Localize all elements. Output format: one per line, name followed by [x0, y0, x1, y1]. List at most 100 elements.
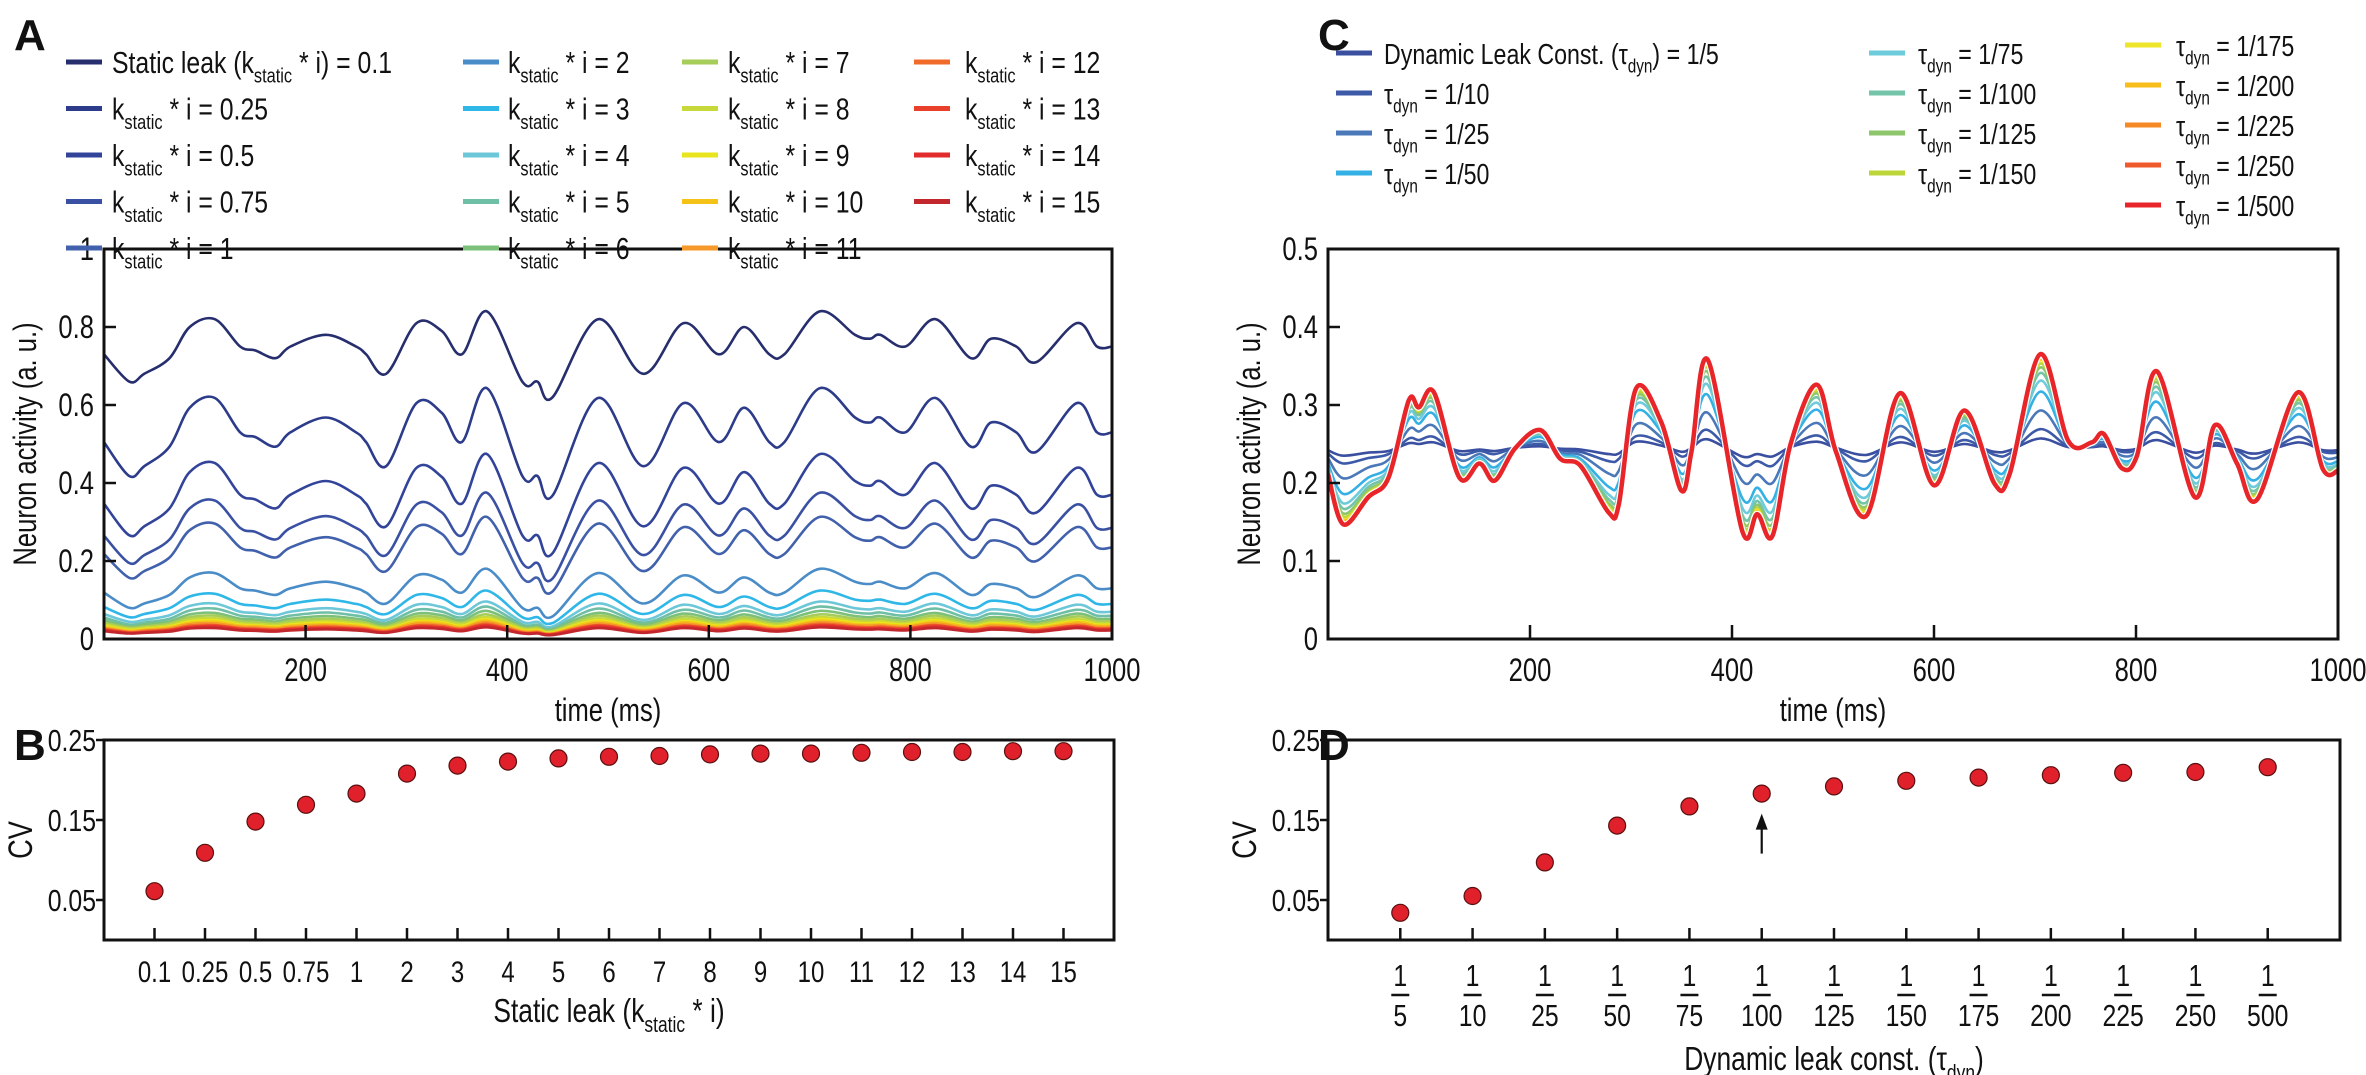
series-line-2	[104, 452, 1112, 558]
chart-d-dynamic-leak-cv: 0.050.150.251511012515017511001125115011…	[1225, 723, 2342, 1075]
label-main: k	[728, 92, 741, 126]
legend-item: kstatic * i = 3	[463, 92, 630, 133]
series-lines	[1328, 350, 2338, 543]
label-main: k	[508, 185, 521, 219]
label-rest: )	[1975, 1041, 1984, 1075]
legend-item: Dynamic Leak Const. (τdyn) = 1/5	[1336, 37, 1719, 77]
legend-label: kstatic * i = 0.25	[112, 92, 268, 133]
label-rest: * i = 14	[1016, 138, 1101, 172]
x-tick-label: 600	[1913, 653, 1956, 688]
legend-label: τdyn = 1/25	[1384, 117, 1489, 157]
x-tick-numerator: 1	[1466, 958, 1480, 992]
x-tick-label: 3	[451, 954, 464, 988]
label-rest: * i = 0.5	[163, 138, 255, 172]
series-line-7	[104, 600, 1112, 629]
label-rest: * i = 10	[779, 185, 864, 219]
label-main: τ	[2176, 189, 2186, 222]
legend-item: kstatic * i = 8	[682, 92, 850, 133]
label-subscript: static	[740, 157, 778, 180]
x-tick-label: 5	[552, 954, 565, 988]
x-tick-label: 200	[284, 653, 327, 688]
label-subscript: dyn	[2185, 167, 2210, 189]
series-line-12	[1328, 352, 2338, 542]
legend-label: kstatic * i = 4	[508, 138, 630, 179]
panel-label-d: D	[1318, 721, 1350, 770]
x-tick-denominator: 200	[2030, 998, 2071, 1032]
label-rest: = 1/10	[1418, 77, 1490, 110]
y-tick-label: 0.25	[48, 723, 96, 757]
x-tick-numerator: 1	[2044, 958, 2058, 992]
y-tick-label: 0.6	[58, 388, 94, 423]
data-point	[700, 745, 720, 764]
label-rest: * i = 4	[559, 138, 630, 172]
x-tick-denominator: 75	[1676, 998, 1704, 1032]
label-rest: * i = 9	[779, 138, 850, 172]
label-subscript: dyn	[1927, 55, 1952, 77]
chart-c-dynamic-leak-activity: 200 400 600 800 1000 0 0.1 0.2 0.3 0.4 0.5 time (ms…	[1232, 29, 2366, 728]
legend-item: kstatic * i = 14	[914, 138, 1101, 180]
label-rest: * i = 5	[559, 185, 630, 219]
label-subscript: static	[520, 157, 558, 180]
label-subscript: static	[124, 250, 162, 273]
x-tick-label: 0.5	[239, 954, 272, 988]
label-subscript: static	[644, 1013, 685, 1037]
y-tick-label: 0	[80, 622, 94, 657]
data-point	[195, 843, 215, 862]
legend-item: kstatic * i = 0.75	[66, 185, 268, 226]
x-tick-label: 1000	[1084, 653, 1141, 688]
legend-label: kstatic * i = 13	[965, 92, 1100, 133]
y-tick-label: 0.4	[1282, 310, 1318, 345]
label-subscript: static	[740, 203, 778, 226]
label-main: Static leak (k	[493, 993, 644, 1029]
label-rest: * i = 12	[1016, 45, 1101, 79]
legend-label: τdyn = 1/125	[1918, 117, 2036, 157]
x-tick-label: 6	[602, 954, 615, 988]
label-main: k	[508, 138, 521, 172]
legend-item: τdyn = 1/175	[2125, 29, 2294, 69]
y-tick-label: 0	[1304, 622, 1318, 657]
label-main: k	[728, 231, 741, 265]
label-rest: = 1/175	[2210, 29, 2294, 62]
label-rest: * i = 3	[559, 92, 630, 126]
x-tick-label: 2	[400, 954, 413, 988]
label-subscript: dyn	[1927, 175, 1952, 197]
label-subscript: dyn	[2185, 127, 2210, 149]
series-line-1	[104, 386, 1112, 500]
y-tick-label: 0.5	[1282, 232, 1318, 267]
label-main: Dynamic leak const. (τ	[1684, 1041, 1947, 1075]
y-tick-label: 0.15	[48, 803, 96, 837]
legend-label: τdyn = 1/150	[1918, 157, 2036, 197]
series-line-3	[104, 491, 1112, 583]
y-axis-label: CV	[1, 821, 40, 859]
label-rest: * i = 1	[163, 231, 234, 265]
x-tick-label: 11	[849, 954, 874, 988]
data-point	[852, 743, 871, 762]
data-point	[1680, 797, 1699, 816]
x-tick-label: 200	[1509, 653, 1552, 688]
x-tick-label: 0.1	[138, 954, 171, 988]
x-tick-label: 7	[653, 954, 666, 988]
data-point	[1969, 768, 1988, 787]
data-point	[953, 742, 972, 762]
legend-item: τdyn = 1/25	[1336, 117, 1489, 157]
x-tick-denominator: 250	[2175, 998, 2216, 1032]
label-subscript: dyn	[2185, 47, 2210, 69]
label-main: k	[965, 185, 978, 219]
data-point	[549, 749, 568, 768]
legend-label: kstatic * i = 12	[965, 45, 1100, 86]
label-main: k	[965, 45, 978, 79]
legend-item: kstatic * i = 0.25	[66, 92, 268, 133]
label-main: k	[508, 231, 521, 265]
x-tick-numerator: 1	[2116, 958, 2130, 992]
label-main: τ	[2176, 149, 2186, 182]
label-subscript: dyn	[2185, 87, 2210, 109]
x-tick-denominator: 225	[2102, 998, 2143, 1032]
data-point	[2114, 763, 2133, 782]
y-tick-label: 0.8	[58, 310, 94, 345]
x-tick-label: 1000	[2310, 653, 2366, 688]
x-tick-label: 9	[754, 954, 767, 988]
plot-frame	[102, 738, 1116, 942]
y-tick-label: 0.4	[58, 466, 94, 501]
